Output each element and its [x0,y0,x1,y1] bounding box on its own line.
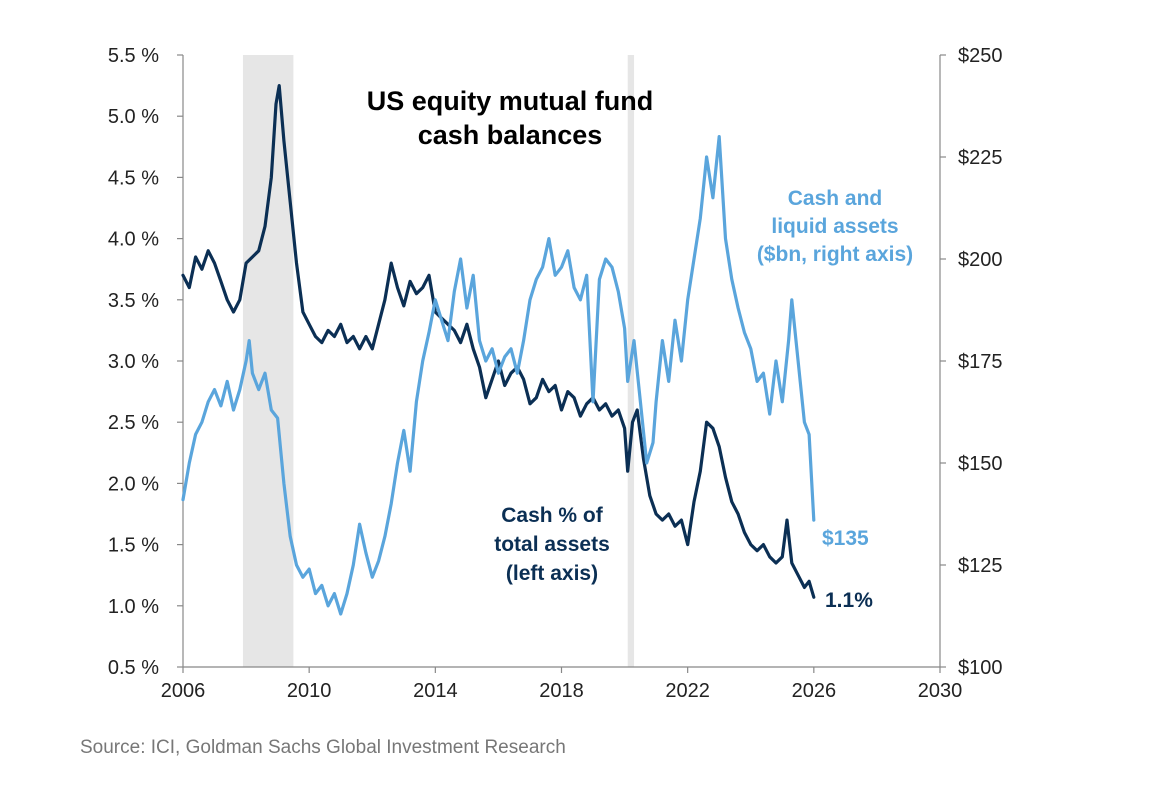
source-note: Source: ICI, Goldman Sachs Global Invest… [80,737,566,758]
x-tick-label: 2022 [665,680,710,702]
left-tick-label: 1.0 % [108,596,159,618]
right-tick-label: $175 [958,351,1003,373]
right-tick-label: $250 [958,45,1003,67]
chart-title-line-2: cash balances [418,120,603,150]
right-tick-label: $225 [958,147,1003,169]
left-tick-label: 4.5 % [108,167,159,189]
left-tick-label: 2.0 % [108,473,159,495]
cash-pct-end-label: 1.1% [825,589,873,612]
x-tick-label: 2026 [792,680,837,702]
left-tick-label: 0.5 % [108,657,159,679]
cash-assets-end-label: $135 [822,527,869,550]
cash-assets-label-line-1: Cash and [788,187,883,210]
right-tick-label: $150 [958,453,1003,475]
x-tick-label: 2030 [918,680,963,702]
cash-assets-label-line-3: ($bn, right axis) [757,243,913,266]
x-tick-label: 2006 [161,680,206,702]
x-tick-label: 2018 [539,680,584,702]
cash-assets-line [181,134,816,616]
left-tick-label: 1.5 % [108,535,159,557]
cash-pct-line [181,83,816,599]
chart-svg: 0.5 % 1.0 % 1.5 % 2.0 % 2.5 % 3.0 % 3.5 % 4.0 %… [108,45,1003,702]
cash-pct-label-line-1: Cash % of [501,504,604,527]
chart-title-line-1: US equity mutual fund [367,86,654,116]
left-tick-label: 5.0 % [108,106,159,128]
cash-assets-label-line-2: liquid assets [771,215,898,238]
cash-pct-label-line-3: (left axis) [506,562,598,585]
left-tick-label: 3.5 % [108,290,159,312]
right-tick-label: $125 [958,555,1003,577]
right-tick-label: $200 [958,249,1003,271]
left-tick-label: 3.0 % [108,351,159,373]
left-tick-label: 2.5 % [108,412,159,434]
cash-pct-label-line-2: total assets [494,533,610,556]
x-tick-label: 2010 [287,680,332,702]
right-tick-label: $100 [958,657,1003,679]
left-tick-label: 4.0 % [108,229,159,251]
chart-panel: 0.5 % 1.0 % 1.5 % 2.0 % 2.5 % 3.0 % 3.5 % 4.0 %… [80,40,1035,720]
left-tick-label: 5.5 % [108,45,159,67]
x-tick-label: 2014 [413,680,458,702]
